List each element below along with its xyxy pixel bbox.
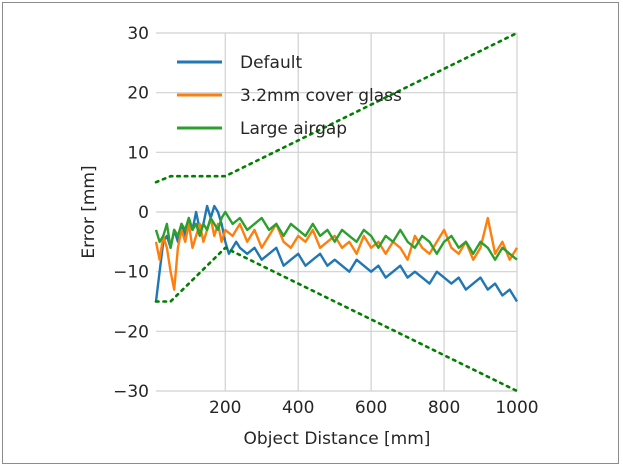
x-tick-label: 600 <box>355 398 387 418</box>
bound-line-3 <box>154 31 519 184</box>
y-tick-label: 30 <box>127 24 149 44</box>
y-axis-label: Error [mm] <box>79 165 99 258</box>
x-axis-label: Object Distance [mm] <box>244 429 431 449</box>
y-tick-label: −20 <box>113 322 149 342</box>
legend-label-cover-glass: 3.2mm cover glass <box>240 86 402 106</box>
series-line-large-airgap <box>154 210 518 261</box>
x-tick-label: 1000 <box>495 398 538 418</box>
x-tick-label: 800 <box>428 398 460 418</box>
grid <box>156 32 518 392</box>
tick-labels: 200 400 600 800 1000 −30 −20 −10 0 10 20 30 <box>113 24 539 418</box>
y-tick-label: 10 <box>127 143 149 163</box>
legend-label-large-airgap: Large airgap <box>240 119 347 139</box>
legend-label-default: Default <box>240 53 302 73</box>
y-tick-label: 20 <box>127 84 149 104</box>
legend: Default 3.2mm cover glass Large airgap <box>177 53 402 139</box>
y-tick-label: −10 <box>113 263 149 283</box>
y-tick-label: 0 <box>138 203 149 223</box>
x-tick-label: 200 <box>209 398 241 418</box>
bound-line-4 <box>154 246 519 393</box>
x-tick-label: 400 <box>282 398 314 418</box>
plot-lines <box>154 31 519 393</box>
y-tick-label: −30 <box>113 382 149 402</box>
series-line-3-2mm-cover-glass <box>154 216 519 291</box>
